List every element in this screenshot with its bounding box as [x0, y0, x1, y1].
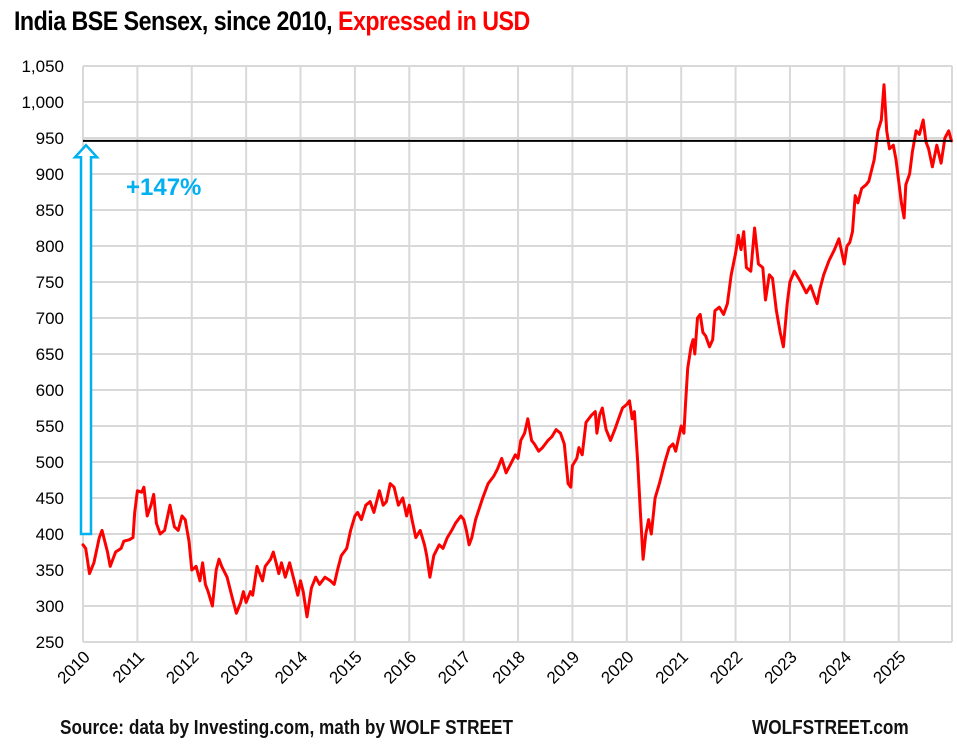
- y-tick-label: 900: [36, 165, 64, 184]
- x-tick-label: 2023: [761, 647, 801, 687]
- y-tick-label: 350: [36, 561, 64, 580]
- x-tick-label: 2014: [271, 647, 311, 687]
- y-tick-label: 950: [36, 129, 64, 148]
- x-tick-label: 2017: [434, 647, 474, 687]
- x-tick-label: 2011: [109, 647, 148, 686]
- x-tick-label: 2024: [815, 647, 855, 687]
- y-tick-label: 250: [36, 633, 64, 652]
- y-tick-label: 750: [36, 273, 64, 292]
- y-tick-label: 1,000: [21, 93, 64, 112]
- x-tick-label: 2010: [54, 647, 94, 687]
- x-tick-label: 2025: [869, 647, 909, 687]
- y-axis-ticks: 250 300 350 400 450 500 550 600 650 700 750 800 850 9…: [21, 57, 64, 652]
- x-tick-label: 2018: [489, 647, 529, 687]
- brand-label: WOLFSTREET.com: [752, 717, 909, 739]
- grid: [82, 65, 953, 643]
- increase-arrow-icon: [72, 143, 100, 536]
- x-tick-label: 2019: [543, 647, 583, 687]
- x-axis-ticks: 2010 2011 2012 2013 2014 2015 2016 2017 2018 2019…: [54, 647, 910, 687]
- x-tick-label: 2016: [380, 647, 420, 687]
- x-tick-label: 2022: [706, 647, 746, 687]
- y-tick-label: 700: [36, 309, 64, 328]
- source-note: Source: data by Investing.com, math by W…: [60, 717, 514, 739]
- chart-title: India BSE Sensex, since 2010, Expressed …: [14, 6, 530, 37]
- y-tick-label: 800: [36, 237, 64, 256]
- y-tick-label: 400: [36, 525, 64, 544]
- y-tick-label: 550: [36, 417, 64, 436]
- y-tick-label: 450: [36, 489, 64, 508]
- chart-title-main: India BSE Sensex, since 2010,: [14, 6, 338, 36]
- series-layer: [81, 83, 953, 619]
- x-tick-label: 2012: [162, 647, 202, 687]
- annotation-layer: +147%: [72, 139, 952, 536]
- y-tick-label: 600: [36, 381, 64, 400]
- x-tick-label: 2015: [326, 647, 366, 687]
- x-tick-label: 2021: [652, 647, 692, 687]
- chart-title-accent: Expressed in USD: [337, 6, 530, 36]
- y-tick-label: 300: [36, 597, 64, 616]
- x-tick-label: 2013: [217, 647, 257, 687]
- series-line: [81, 83, 953, 619]
- y-tick-label: 1,050: [21, 57, 64, 76]
- percent-change-label: +147%: [126, 174, 201, 201]
- y-tick-label: 500: [36, 453, 64, 472]
- y-tick-label: 650: [36, 345, 64, 364]
- y-tick-label: 850: [36, 201, 64, 220]
- x-tick-label: 2020: [597, 647, 637, 687]
